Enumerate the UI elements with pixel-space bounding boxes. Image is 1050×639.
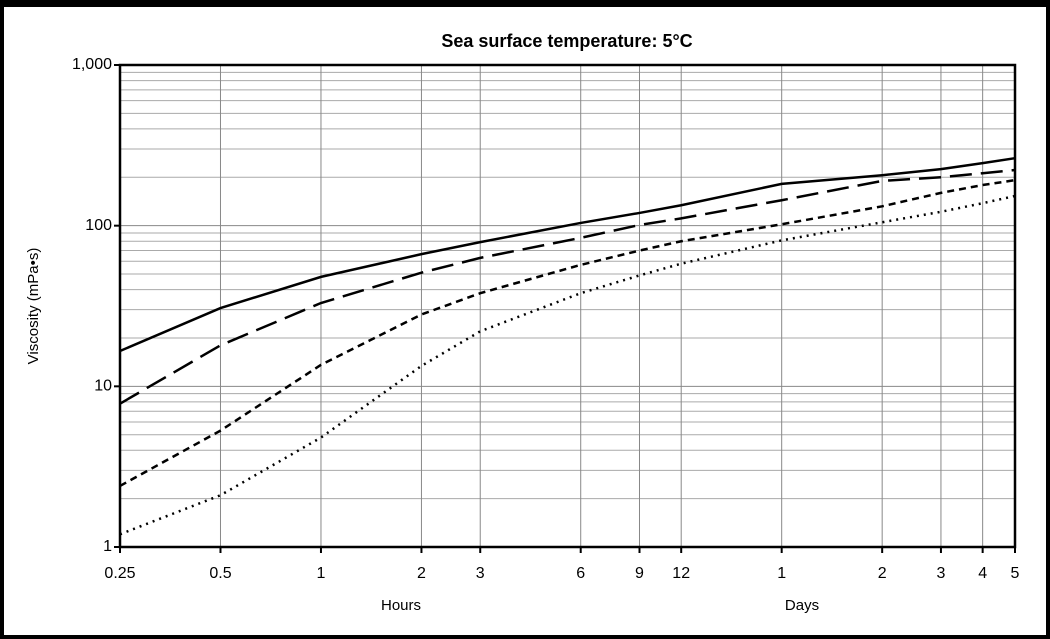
plot-frame (118, 63, 1017, 549)
y-tick-label: 10 (94, 378, 112, 395)
x-axis-label: Hours (381, 597, 421, 614)
x-tick-label: 6 (576, 565, 585, 582)
y-tick-label: 1,000 (72, 56, 112, 73)
chart: Sea surface temperature: 5°C Viscosity (… (25, 31, 1020, 614)
x-tick-label: 1 (777, 565, 786, 582)
line-series (119, 156, 1016, 353)
x-tick-label: 5 (1011, 565, 1020, 582)
x-tick-label: 4 (978, 565, 987, 582)
x-tick-label: 2 (417, 565, 426, 582)
line-series (119, 168, 1016, 405)
x-tick-label: 2 (878, 565, 887, 582)
x-tick-label: 0.5 (209, 565, 231, 582)
line-series (119, 194, 1016, 536)
x-axis-label: Days (785, 597, 819, 614)
x-tick-label: 0.25 (104, 565, 135, 582)
y-axis-label: Viscosity (mPa•s) (25, 248, 42, 365)
chart-title: Sea surface temperature: 5°C (441, 31, 692, 51)
y-tick-label: 1 (103, 538, 112, 555)
x-tick-label: 1 (317, 565, 326, 582)
line-series (119, 178, 1016, 488)
x-tick-label: 9 (635, 565, 644, 582)
x-tick-label: 3 (936, 565, 945, 582)
x-tick-label: 3 (476, 565, 485, 582)
y-tick-label: 100 (85, 217, 112, 234)
x-tick-label: 12 (672, 565, 690, 582)
